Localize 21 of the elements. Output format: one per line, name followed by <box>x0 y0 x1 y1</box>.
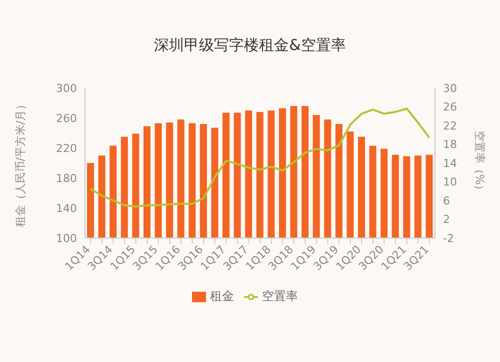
y-tick-label: 140 <box>56 202 77 215</box>
y-tick-label: 180 <box>56 172 77 185</box>
y-tick-label: 260 <box>56 112 77 125</box>
y2-axis-title: 空置率（%） <box>473 130 486 196</box>
y-tick-label: 300 <box>56 82 77 95</box>
y2-tick-label: 14 <box>443 156 457 170</box>
y-tick-label: 100 <box>56 232 77 245</box>
legend-label: 空置率 <box>262 289 298 303</box>
line-series <box>90 108 430 208</box>
y2-tick-label: 26 <box>443 100 457 114</box>
y2-tick-label: 10 <box>443 176 457 189</box>
y2-tick-label: 18 <box>443 138 457 152</box>
y-axis-title: 租金（人民币/平方米/月） <box>14 98 27 228</box>
y2-tick-label: -2 <box>443 232 454 245</box>
legend-label: 租金 <box>210 289 234 303</box>
chart-title: 深圳甲级写字楼租金&空置率 <box>153 36 347 55</box>
y2-tick-label: 30 <box>443 82 457 95</box>
y-tick-label: 220 <box>56 142 77 155</box>
y2-tick-label: 22 <box>443 119 457 132</box>
y2-tick-label: 6 <box>443 194 450 208</box>
y2-tick-label: 2 <box>443 213 450 226</box>
